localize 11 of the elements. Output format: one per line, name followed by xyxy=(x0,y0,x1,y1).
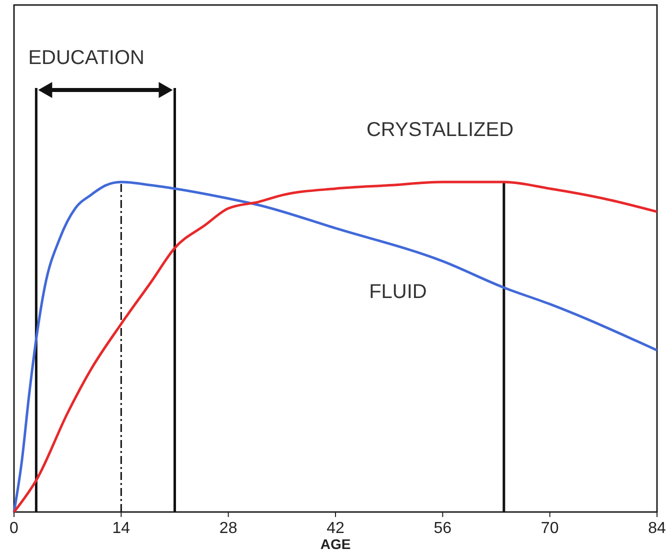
text: CRYSTALLIZED xyxy=(366,119,514,141)
x-tick-label: 14 xyxy=(112,520,130,537)
x-tick-label: 70 xyxy=(540,520,559,537)
x-tick-label: 56 xyxy=(434,520,452,537)
x-tick-label: 0 xyxy=(10,520,19,537)
x-tick-label: 42 xyxy=(326,520,344,537)
series-label: FLUID xyxy=(369,281,427,303)
x-tick-label: 28 xyxy=(219,520,238,537)
x-axis-title: AGE xyxy=(320,536,351,552)
text: EDUCATION xyxy=(28,47,145,69)
x-tick-label: 84 xyxy=(648,520,666,537)
